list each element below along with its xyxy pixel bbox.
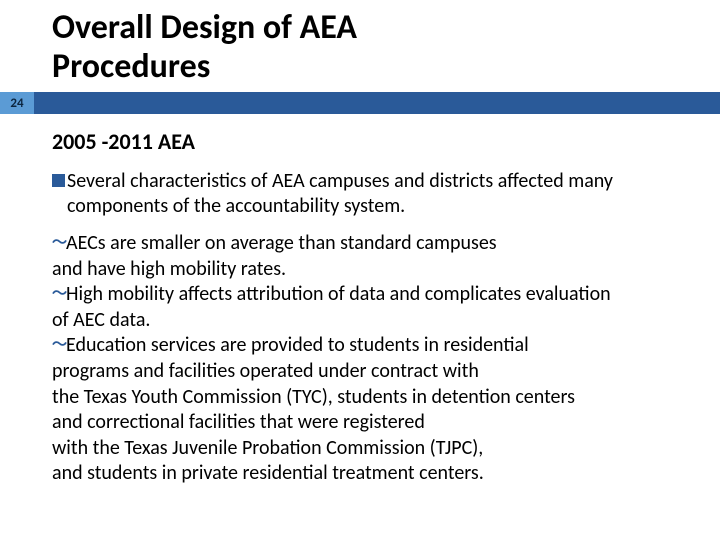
item-line: of AEC data. [52, 308, 150, 332]
list-item: ～AECs are smaller on average than standa… [52, 231, 692, 282]
lead-line2: components of the accountability system. [67, 194, 405, 218]
content-area: 2005 -2011 AEA Several characteristics o… [52, 128, 692, 487]
body-block: ～AECs are smaller on average than standa… [52, 231, 692, 487]
item-line: the Texas Youth Commission (TYC), studen… [52, 385, 575, 409]
tilde-bullet-icon: ～ [52, 336, 67, 354]
accent-bar [0, 92, 720, 114]
subheading: 2005 -2011 AEA [52, 128, 692, 155]
list-item: ～High mobility affects attribution of da… [52, 282, 692, 333]
slide-title-line1: Overall Design of AEA [52, 8, 720, 47]
lead-text: Several characteristics of AEA campuses … [67, 169, 613, 219]
item-line: High mobility affects attribution of dat… [66, 282, 611, 306]
item-line: Education services are provided to stude… [66, 333, 529, 357]
page-number-badge: 24 [0, 92, 34, 114]
item-line: with the Texas Juvenile Probation Commis… [52, 436, 483, 460]
title-area: Overall Design of AEA Procedures [0, 0, 720, 86]
item-line: programs and facilities operated under c… [52, 359, 479, 383]
square-bullet-icon [52, 174, 65, 187]
lead-first-word: Several [67, 169, 126, 193]
item-line: and correctional facilities that were re… [52, 410, 425, 434]
lead-rest: characteristics of AEA campuses and dist… [126, 169, 613, 193]
lead-bullet-row: Several characteristics of AEA campuses … [52, 169, 692, 219]
tilde-bullet-icon: ～ [52, 285, 67, 303]
item-line: and students in private residential trea… [52, 461, 484, 485]
item-line: and have high mobility rates. [52, 257, 286, 281]
item-line: AECs are smaller on average than standar… [66, 231, 497, 255]
tilde-bullet-icon: ～ [52, 234, 67, 252]
list-item: ～Education services are provided to stud… [52, 333, 692, 487]
slide-title-line2: Procedures [52, 47, 720, 86]
